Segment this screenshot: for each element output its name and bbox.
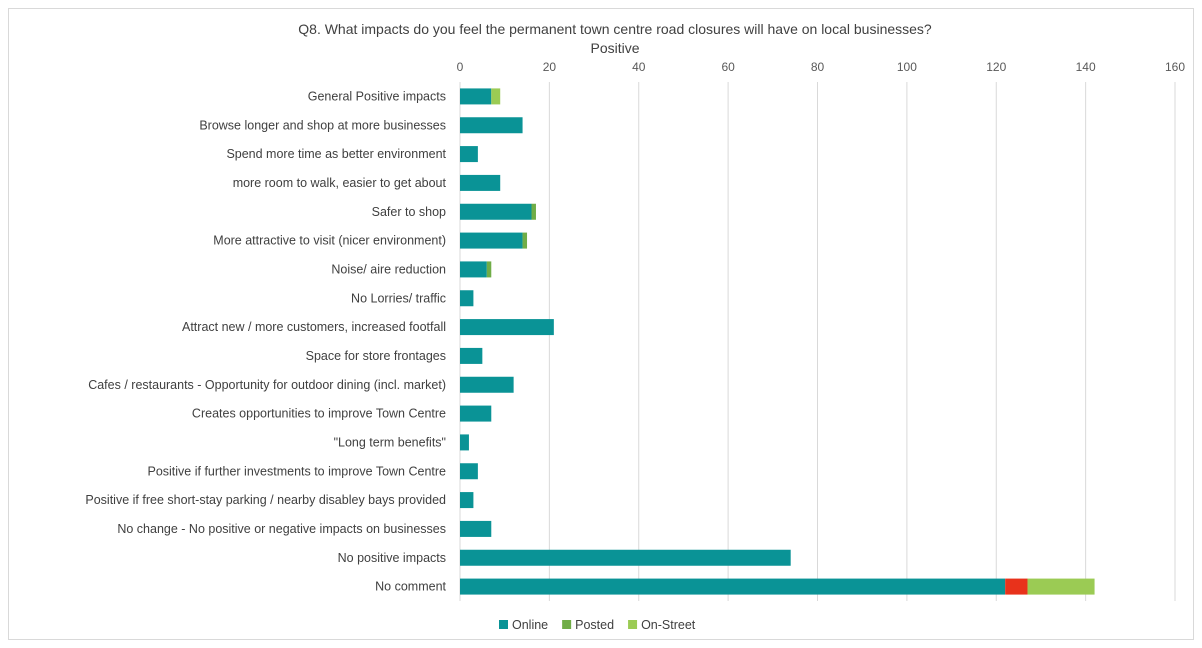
bar-online [460, 549, 791, 566]
bar-posted [486, 261, 492, 278]
category-label: "Long term benefits" [334, 435, 446, 449]
bar-online [460, 434, 469, 451]
bar-online [460, 88, 492, 105]
bar-online [460, 492, 474, 509]
x-tick-label: 40 [632, 60, 646, 74]
category-label: more room to walk, easier to get about [233, 176, 447, 190]
bar-online [460, 203, 532, 220]
x-tick-label: 0 [457, 60, 464, 74]
bar-online [460, 232, 523, 249]
bar-online [460, 376, 514, 393]
category-label: Cafes / restaurants - Opportunity for ou… [88, 378, 446, 392]
bar-online [460, 117, 523, 134]
legend-label: On-Street [641, 618, 696, 632]
legend-swatch-posted [562, 620, 572, 629]
x-tick-label: 20 [543, 60, 557, 74]
x-tick-label: 100 [897, 60, 917, 74]
category-label: Safer to shop [372, 205, 446, 219]
category-label: General Positive impacts [308, 89, 446, 103]
bar-on-street [1027, 578, 1095, 595]
category-label: No positive impacts [338, 551, 446, 565]
bar-online [460, 520, 492, 537]
category-label: No Lorries/ traffic [351, 291, 446, 305]
bar-online [460, 405, 492, 422]
category-label: Positive if further investments to impro… [147, 464, 446, 478]
bar-online [460, 146, 478, 163]
legend-label: Posted [575, 618, 614, 632]
bar-online [460, 261, 487, 278]
gridlines [459, 82, 1176, 601]
legend-swatch-online [499, 620, 508, 629]
x-axis-ticks: 0 20 40 60 80 100 120 140 160 [457, 60, 1186, 74]
category-label: Space for store frontages [306, 349, 446, 363]
bar-online [460, 319, 554, 336]
category-label: No comment [375, 580, 446, 594]
bar-posted [531, 203, 536, 220]
bar-online [460, 174, 501, 191]
legend: Online Posted On-Street [499, 618, 696, 632]
category-label: Positive if free short-stay parking / ne… [85, 493, 446, 507]
x-tick-label: 160 [1165, 60, 1185, 74]
bars [460, 88, 1095, 595]
bar-online [460, 290, 474, 307]
chart-subtitle: Positive [590, 40, 639, 56]
category-label: No change - No positive or negative impa… [117, 522, 446, 536]
x-tick-label: 80 [811, 60, 825, 74]
bar-posted [522, 232, 528, 249]
category-label: Spend more time as better environment [226, 147, 446, 161]
category-label: Attract new / more customers, increased … [182, 320, 446, 334]
category-label: More attractive to visit (nicer environm… [213, 234, 446, 248]
bar-chart: Q8. What impacts do you feel the permane… [85, 21, 1186, 632]
chart-title: Q8. What impacts do you feel the permane… [298, 21, 932, 37]
category-label: Creates opportunities to improve Town Ce… [192, 407, 446, 421]
bar-online [460, 347, 483, 364]
bar-online [460, 463, 478, 480]
category-label: Browse longer and shop at more businesse… [199, 118, 446, 132]
category-label: Noise/ aire reduction [331, 262, 446, 276]
x-tick-label: 140 [1076, 60, 1096, 74]
x-tick-label: 60 [721, 60, 735, 74]
x-tick-label: 120 [986, 60, 1006, 74]
bar-extra-segment [1005, 578, 1028, 595]
legend-label: Online [512, 618, 548, 632]
bar-online [460, 578, 1006, 595]
category-labels: General Positive impacts Browse longer an… [85, 89, 446, 593]
bar-on-street [491, 88, 501, 105]
legend-swatch-on-street [628, 620, 638, 629]
chart-frame: Q8. What impacts do you feel the permane… [8, 8, 1194, 640]
